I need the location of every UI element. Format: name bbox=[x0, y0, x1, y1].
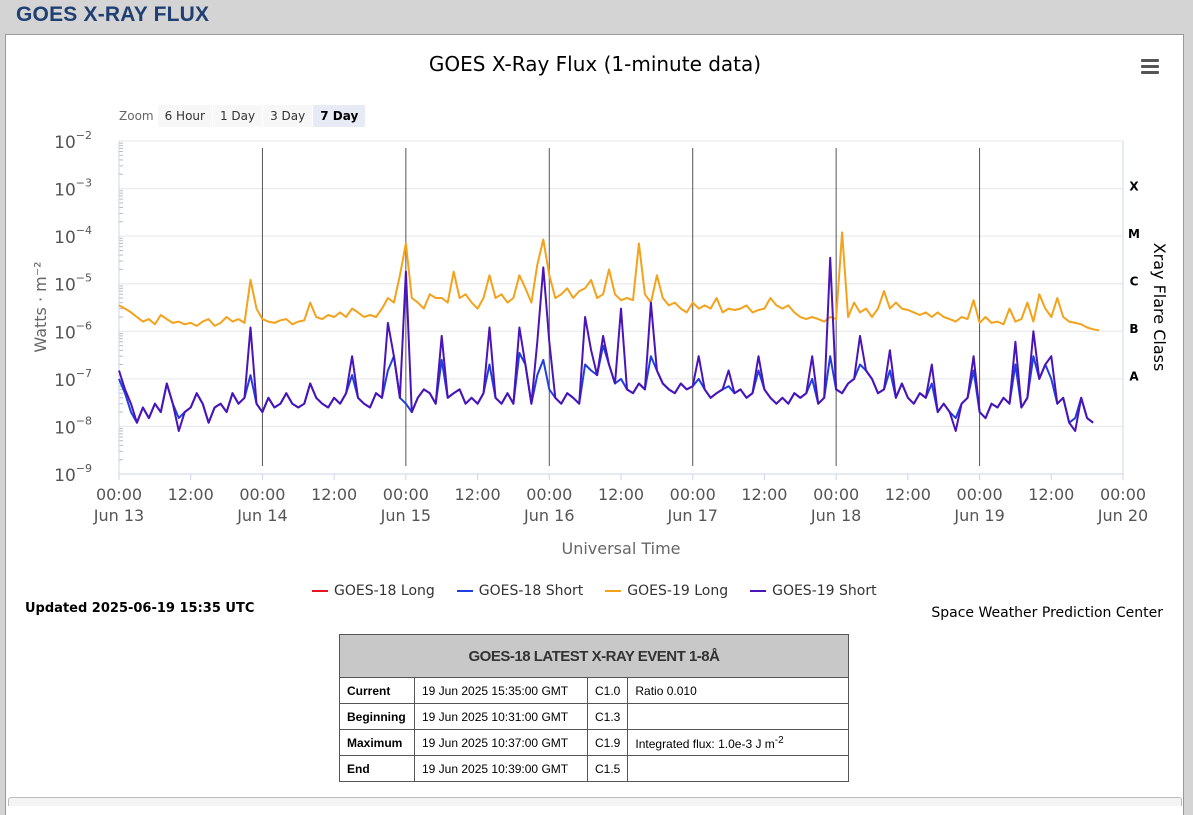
x-tick-time-label: 12:00 bbox=[455, 485, 501, 504]
x-tick-time-label: 00:00 bbox=[813, 485, 859, 504]
row-note: Integrated flux: 1.0e-3 J m-2 bbox=[627, 729, 849, 756]
flare-class-label-c: C bbox=[1130, 275, 1139, 289]
flare-class-label-m: M bbox=[1128, 227, 1140, 241]
updated-timestamp: Updated 2025-06-19 15:35 UTC bbox=[25, 601, 255, 616]
table-row: Maximum 19 Jun 2025 10:37:00 GMT C1.9 In… bbox=[339, 729, 849, 756]
row-time: 19 Jun 2025 10:37:00 GMT bbox=[414, 729, 588, 756]
table-row: Current 19 Jun 2025 15:35:00 GMT C1.0 Ra… bbox=[339, 677, 849, 704]
y-tick-label: 10−8 bbox=[54, 414, 92, 438]
series-line-goes-19-long bbox=[118, 231, 1100, 332]
legend-item-goes18-long[interactable]: GOES-18 Long bbox=[312, 583, 435, 599]
x-tick-date-label: Jun 13 bbox=[93, 506, 144, 525]
y-tick-label: 10−9 bbox=[54, 462, 92, 486]
flare-class-axis-label: Xray Flare Class bbox=[1150, 243, 1169, 372]
x-tick-date-label: Jun 20 bbox=[1097, 506, 1148, 525]
x-tick-time-label: 12:00 bbox=[598, 485, 644, 504]
x-tick-time-label: 00:00 bbox=[239, 485, 285, 504]
x-axis-label: Universal Time bbox=[561, 539, 680, 558]
legend-item-goes18-short[interactable]: GOES-18 Short bbox=[456, 583, 583, 599]
row-label: End bbox=[339, 755, 415, 782]
y-tick-label: 10−6 bbox=[54, 319, 92, 343]
y-tick-label: 10−5 bbox=[54, 272, 92, 296]
row-label: Maximum bbox=[339, 729, 415, 756]
x-tick-time-label: 12:00 bbox=[1028, 485, 1074, 504]
x-tick-time-label: 00:00 bbox=[670, 485, 716, 504]
chart-title: GOES X-Ray Flux (1-minute data) bbox=[429, 52, 761, 76]
xray-event-table: GOES-18 LATEST X-RAY EVENT 1-8Å Current … bbox=[339, 634, 849, 782]
zoom-6-hour-button[interactable]: 6 Hour bbox=[157, 104, 212, 127]
y-tick-label: 10−2 bbox=[54, 129, 92, 153]
credit-text: Space Weather Prediction Center bbox=[931, 605, 1163, 621]
bottom-scroll-edge bbox=[8, 797, 1182, 806]
legend-swatch bbox=[312, 590, 328, 592]
zoom-7-day-button[interactable]: 7 Day bbox=[313, 104, 366, 127]
x-tick-time-label: 00:00 bbox=[383, 485, 429, 504]
row-label: Current bbox=[339, 677, 415, 704]
x-tick-time-label: 12:00 bbox=[168, 485, 214, 504]
x-tick-date-label: Jun 16 bbox=[523, 506, 574, 525]
zoom-selector: Zoom 6 Hour 1 Day 3 Day 7 Day bbox=[114, 103, 366, 128]
legend-swatch bbox=[750, 590, 767, 592]
row-note: Ratio 0.010 bbox=[627, 677, 849, 704]
x-tick-time-label: 00:00 bbox=[1100, 485, 1146, 504]
integrated-flux-text: Integrated flux: 1.0e-3 J m bbox=[635, 736, 775, 751]
page-header: GOES X-RAY FLUX bbox=[0, 0, 1193, 32]
x-tick-time-label: 12:00 bbox=[311, 485, 357, 504]
row-class: C1.9 bbox=[586, 729, 629, 756]
page-title: GOES X-RAY FLUX bbox=[16, 3, 210, 26]
x-tick-date-label: Jun 14 bbox=[236, 506, 287, 525]
legend-item-goes19-long[interactable]: GOES-19 Long bbox=[605, 583, 728, 599]
row-time: 19 Jun 2025 10:31:00 GMT bbox=[414, 703, 588, 730]
x-tick-time-label: 00:00 bbox=[96, 485, 142, 504]
row-note bbox=[627, 755, 849, 782]
x-tick-time-label: 12:00 bbox=[741, 485, 787, 504]
x-tick-date-label: Jun 19 bbox=[953, 506, 1004, 525]
integrated-flux-exponent: -2 bbox=[774, 734, 784, 746]
x-tick-date-label: Jun 18 bbox=[810, 506, 861, 525]
x-tick-date-label: Jun 15 bbox=[380, 506, 431, 525]
zoom-3-day-button[interactable]: 3 Day bbox=[263, 104, 313, 127]
flare-class-label-x: X bbox=[1129, 179, 1139, 193]
row-note bbox=[627, 703, 849, 730]
legend-item-goes19-short[interactable]: GOES-19 Short bbox=[750, 583, 877, 599]
table-row: End 19 Jun 2025 10:39:00 GMT C1.5 bbox=[339, 755, 849, 782]
flare-class-label-b: B bbox=[1129, 322, 1138, 336]
row-class: C1.5 bbox=[586, 755, 629, 782]
row-class: C1.0 bbox=[586, 677, 629, 704]
zoom-1-day-button[interactable]: 1 Day bbox=[212, 104, 263, 127]
series-line-goes-18-short bbox=[118, 344, 1094, 424]
row-time: 19 Jun 2025 10:39:00 GMT bbox=[414, 755, 588, 782]
legend-swatch bbox=[456, 590, 473, 592]
x-tick-time-label: 00:00 bbox=[957, 485, 1003, 504]
y-tick-label: 10−7 bbox=[54, 367, 92, 391]
chart-legend: GOES-18 Long GOES-18 Short GOES-19 Long … bbox=[312, 583, 899, 599]
chart-menu-icon[interactable] bbox=[1139, 59, 1161, 77]
event-table-title: GOES-18 LATEST X-RAY EVENT 1-8Å bbox=[339, 634, 849, 678]
row-time: 19 Jun 2025 15:35:00 GMT bbox=[414, 677, 588, 704]
flare-class-label-a: A bbox=[1129, 370, 1139, 384]
x-tick-time-label: 12:00 bbox=[885, 485, 931, 504]
y-axis-label: Watts · m⁻² bbox=[31, 261, 50, 352]
table-row: Beginning 19 Jun 2025 10:31:00 GMT C1.3 bbox=[339, 703, 849, 730]
series-line-goes-19-short bbox=[118, 256, 1094, 432]
row-class: C1.3 bbox=[586, 703, 629, 730]
y-tick-label: 10−3 bbox=[54, 177, 92, 201]
x-tick-date-label: Jun 17 bbox=[666, 506, 717, 525]
row-label: Beginning bbox=[339, 703, 415, 730]
zoom-label: Zoom bbox=[119, 108, 154, 123]
legend-swatch bbox=[605, 590, 622, 592]
x-tick-time-label: 00:00 bbox=[526, 485, 572, 504]
y-tick-label: 10−4 bbox=[54, 224, 92, 248]
